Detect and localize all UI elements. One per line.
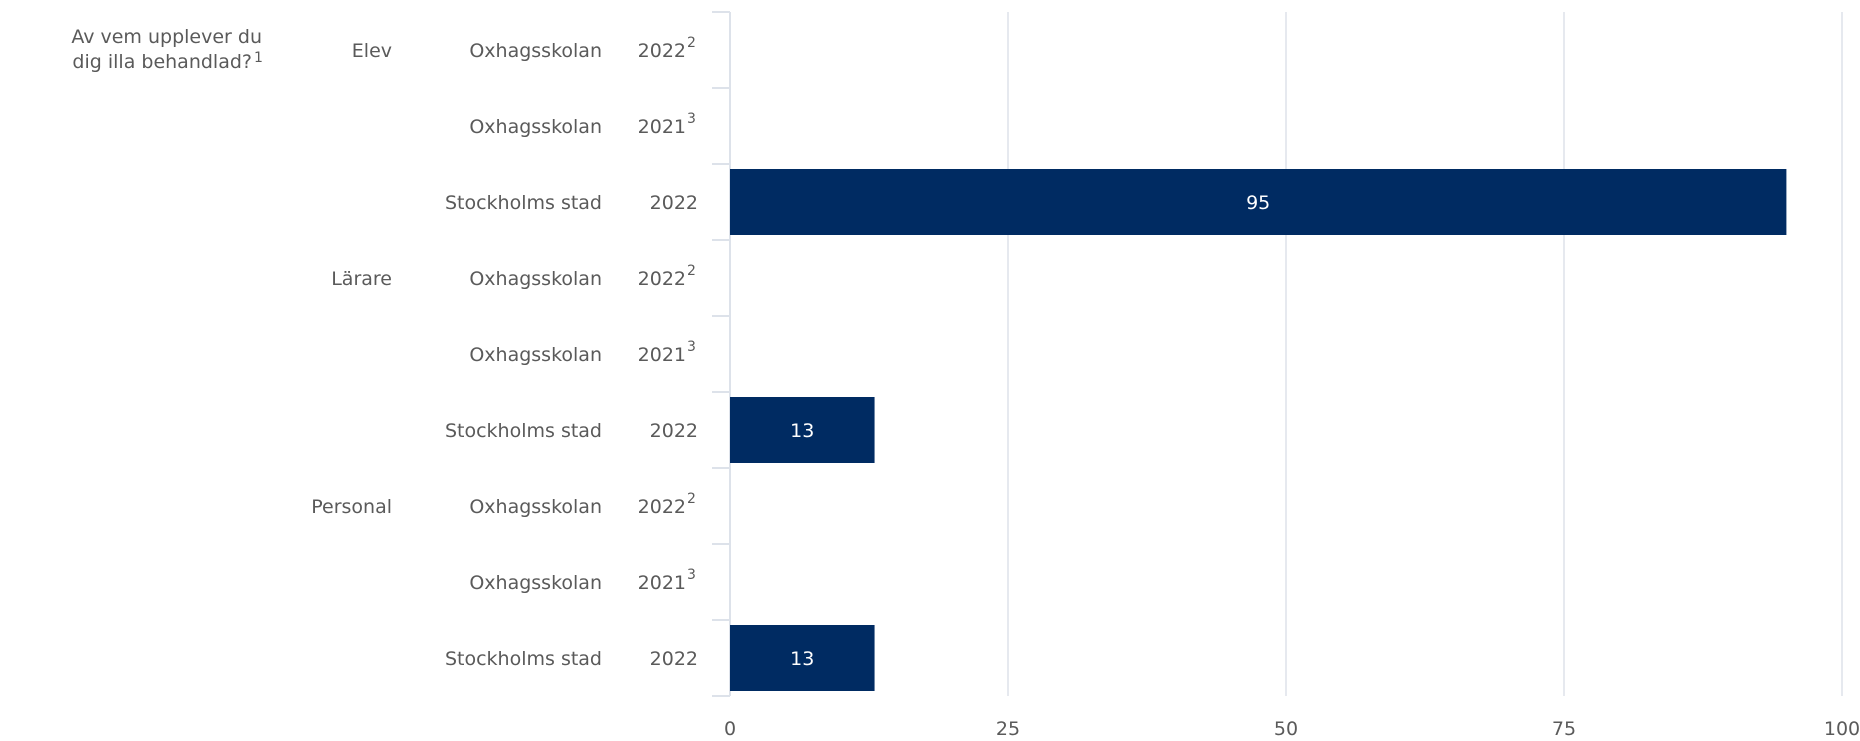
data-label: 13 xyxy=(790,648,814,670)
x-tick-label: 75 xyxy=(1552,718,1576,740)
question-superscript: 1 xyxy=(254,50,263,66)
unit-label: Oxhagsskolan xyxy=(469,40,602,62)
bar xyxy=(730,169,1787,235)
group-label: Personal xyxy=(311,496,392,518)
unit-label: Oxhagsskolan xyxy=(469,116,602,138)
x-tick-label: 25 xyxy=(996,718,1020,740)
data-label: 13 xyxy=(790,420,814,442)
question-label: Av vem upplever du dig illa behandlad? xyxy=(71,26,262,73)
x-tick-label: 50 xyxy=(1274,718,1298,740)
question-line-2: dig illa behandlad? xyxy=(72,51,252,73)
year-label: 2022 xyxy=(638,268,686,290)
bar xyxy=(730,625,875,691)
year-superscript: 2 xyxy=(687,263,696,279)
x-tick-label: 0 xyxy=(724,718,736,740)
category-labels: Av vem upplever du dig illa behandlad? 1 El… xyxy=(71,26,698,670)
group-label: Elev xyxy=(352,40,392,62)
unit-label: Oxhagsskolan xyxy=(469,496,602,518)
year-superscript: 2 xyxy=(687,35,696,51)
year-superscript: 3 xyxy=(687,567,696,583)
unit-label: Oxhagsskolan xyxy=(469,344,602,366)
year-label: 2021 xyxy=(638,572,686,594)
data-label: 95 xyxy=(1246,192,1270,214)
unit-label: Oxhagsskolan xyxy=(469,572,602,594)
x-tick-label: 100 xyxy=(1824,718,1860,740)
unit-label: Oxhagsskolan xyxy=(469,268,602,290)
grid-lines xyxy=(712,11,1843,697)
x-axis-ticks: 0 25 50 75 100 xyxy=(724,718,1860,740)
year-superscript: 3 xyxy=(687,111,696,127)
year-label: 2022 xyxy=(638,496,686,518)
group-label: Lärare xyxy=(331,268,392,290)
bars: 95 13 13 xyxy=(730,169,1787,691)
year-label: 2021 xyxy=(638,116,686,138)
unit-label: Stockholms stad xyxy=(445,648,602,670)
year-superscript: 3 xyxy=(687,339,696,355)
year-label: 2022 xyxy=(650,192,698,214)
unit-label: Stockholms stad xyxy=(445,192,602,214)
unit-label: Stockholms stad xyxy=(445,420,602,442)
question-line-1: Av vem upplever du xyxy=(71,26,262,48)
year-label: 2022 xyxy=(650,648,698,670)
year-label: 2022 xyxy=(650,420,698,442)
year-superscript: 2 xyxy=(687,491,696,507)
bar xyxy=(730,397,875,463)
year-label: 2022 xyxy=(638,40,686,62)
year-label: 2021 xyxy=(638,344,686,366)
